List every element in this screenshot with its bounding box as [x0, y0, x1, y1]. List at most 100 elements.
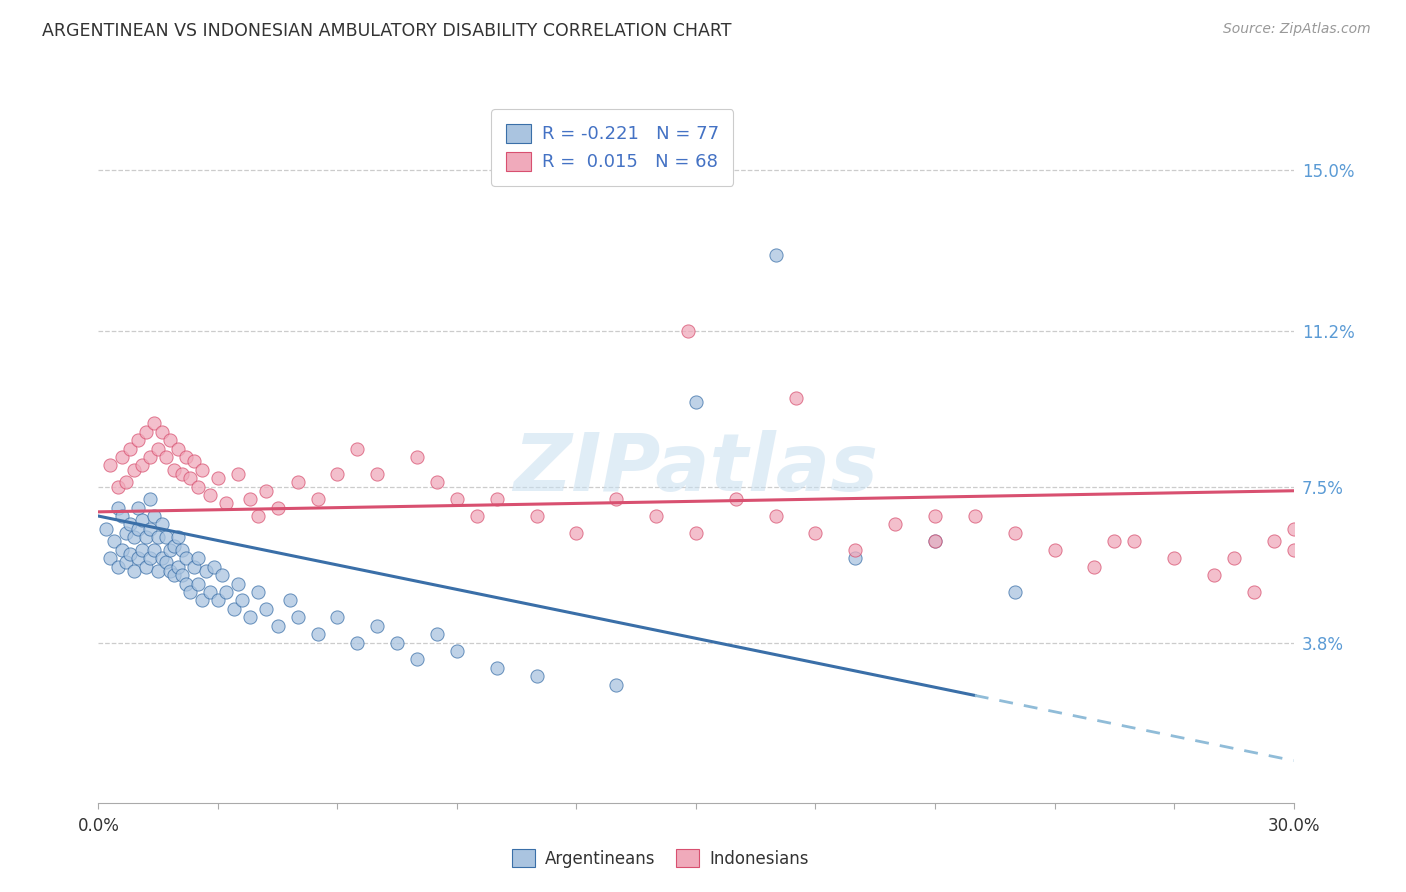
Point [685, 395, 707, 409]
Point [163, 568, 186, 582]
Point [143, 542, 166, 557]
Point [804, 525, 827, 540]
Point [426, 475, 449, 490]
Point [605, 492, 627, 507]
Point [326, 467, 349, 481]
Point [446, 644, 468, 658]
Point [231, 593, 253, 607]
Point [346, 635, 368, 649]
Point [526, 509, 548, 524]
Point [127, 551, 149, 566]
Point [148, 442, 170, 456]
Point [115, 475, 138, 490]
Point [326, 610, 349, 624]
Point [685, 525, 707, 540]
Point [406, 450, 429, 464]
Point [107, 500, 129, 515]
Point [287, 610, 309, 624]
Point [195, 564, 218, 578]
Point [103, 534, 125, 549]
Point [565, 525, 588, 540]
Point [100, 458, 122, 473]
Point [127, 433, 149, 447]
Point [179, 471, 201, 485]
Point [150, 551, 173, 566]
Point [278, 593, 301, 607]
Point [215, 496, 238, 510]
Point [1004, 585, 1026, 599]
Point [884, 517, 907, 532]
Point [183, 559, 205, 574]
Point [131, 542, 153, 557]
Point [1123, 534, 1146, 549]
Point [115, 525, 138, 540]
Point [215, 585, 238, 599]
Point [963, 509, 986, 524]
Point [1004, 525, 1026, 540]
Point [1202, 568, 1225, 582]
Point [159, 433, 181, 447]
Point [765, 509, 787, 524]
Point [307, 492, 329, 507]
Point [724, 492, 747, 507]
Point [485, 661, 508, 675]
Point [172, 467, 194, 481]
Point [246, 585, 269, 599]
Point [127, 500, 149, 515]
Point [107, 559, 129, 574]
Point [124, 564, 146, 578]
Point [465, 509, 488, 524]
Point [96, 522, 118, 536]
Point [107, 479, 129, 493]
Point [135, 425, 157, 439]
Point [150, 517, 173, 532]
Point [765, 247, 787, 261]
Point [1263, 534, 1285, 549]
Point [605, 678, 627, 692]
Point [187, 479, 209, 493]
Point [1282, 542, 1305, 557]
Point [426, 627, 449, 641]
Point [163, 539, 186, 553]
Point [254, 602, 277, 616]
Point [1102, 534, 1125, 549]
Point [1163, 551, 1185, 566]
Point [115, 556, 138, 570]
Point [307, 627, 329, 641]
Point [172, 568, 194, 582]
Point [267, 500, 290, 515]
Point [211, 568, 233, 582]
Point [924, 534, 946, 549]
Point [131, 458, 153, 473]
Legend: Argentineans, Indonesians: Argentineans, Indonesians [505, 842, 815, 874]
Point [155, 450, 177, 464]
Point [222, 602, 245, 616]
Point [239, 492, 262, 507]
Point [139, 551, 162, 566]
Point [155, 530, 177, 544]
Point [226, 576, 249, 591]
Point [124, 530, 146, 544]
Point [111, 450, 134, 464]
Point [254, 483, 277, 498]
Point [131, 513, 153, 527]
Point [1222, 551, 1246, 566]
Point [1243, 585, 1265, 599]
Point [785, 391, 807, 405]
Point [191, 593, 214, 607]
Point [346, 442, 368, 456]
Point [198, 488, 221, 502]
Text: ARGENTINEAN VS INDONESIAN AMBULATORY DISABILITY CORRELATION CHART: ARGENTINEAN VS INDONESIAN AMBULATORY DIS… [42, 22, 731, 40]
Point [155, 556, 177, 570]
Point [179, 585, 201, 599]
Point [207, 593, 229, 607]
Point [191, 463, 214, 477]
Point [143, 509, 166, 524]
Point [174, 450, 197, 464]
Point [139, 492, 162, 507]
Point [924, 534, 946, 549]
Point [287, 475, 309, 490]
Point [246, 509, 269, 524]
Point [1282, 522, 1305, 536]
Point [163, 463, 186, 477]
